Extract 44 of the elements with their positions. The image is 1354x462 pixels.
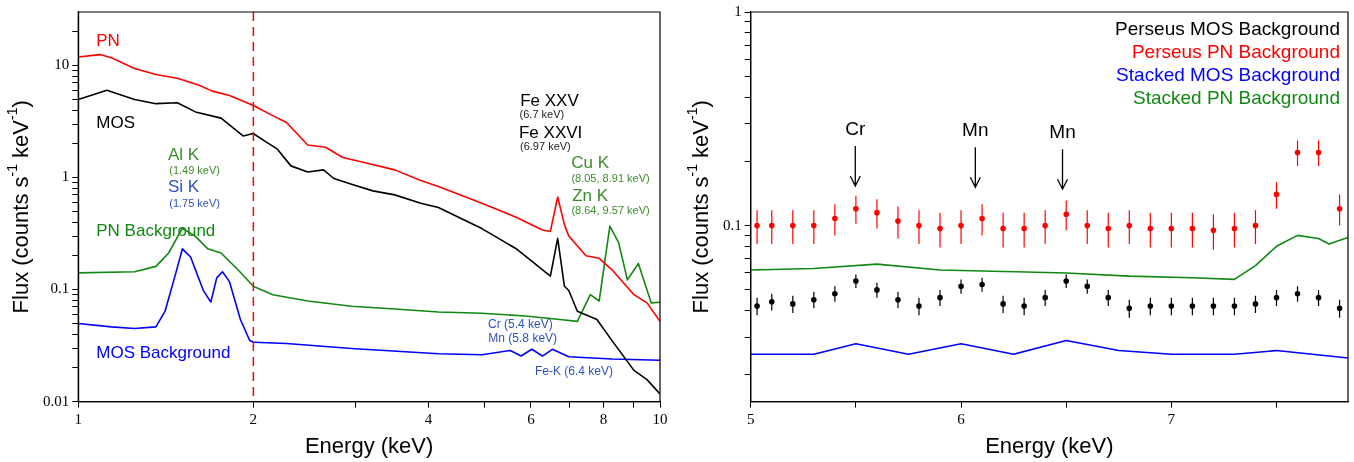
annotation: Fe XXVI <box>518 122 583 142</box>
series-label: PN <box>96 30 120 50</box>
series-label: MOS <box>96 113 135 133</box>
annotation: (6.7 keV) <box>519 107 565 120</box>
annotation: (8.05, 8.91 keV) <box>571 171 650 184</box>
x-tick-label: 8 <box>599 410 608 427</box>
annotation: Al K <box>167 145 200 165</box>
text: Perseus MOS Background <box>1115 18 1340 40</box>
text: Stacked PN Background <box>1132 87 1340 109</box>
x-tick-label: 7 <box>1167 410 1176 427</box>
annotation: Cr (5.4 keV) <box>488 317 553 332</box>
annotation: Fe XXV <box>520 90 580 110</box>
y-axis-title: Flux (counts s-1 keV-1) <box>684 100 714 314</box>
annotation: (1.75 keV) <box>169 196 220 209</box>
x-tick-label: 6 <box>957 410 966 427</box>
x-tick-label: 1 <box>74 410 82 427</box>
x-tick-label: 6 <box>527 410 536 427</box>
annotation: Zn K <box>572 185 609 205</box>
x-tick-label: 5 <box>747 410 755 427</box>
text: Perseus PN Background <box>1131 41 1340 63</box>
x-axis-title: Energy (keV) <box>985 432 1114 458</box>
y-tick-label: 0.01 <box>43 392 70 409</box>
annotation: Mn (5.8 keV) <box>488 331 558 346</box>
series-label: MOS Background <box>96 343 231 363</box>
series-label: PN Background <box>96 220 216 240</box>
x-tick-label: 4 <box>424 410 433 427</box>
annotation: Fe-K (6.4 keV) <box>534 363 613 378</box>
annotation: Mn <box>1049 121 1076 143</box>
annotation: Cu K <box>571 153 610 173</box>
y-axis-title: Flux (counts s-1 keV-1) <box>4 100 34 314</box>
annotation: Mn <box>962 119 989 141</box>
x-tick-label: 10 <box>652 410 668 427</box>
y-tick-label: 10 <box>54 56 70 73</box>
x-axis-title: Energy (keV) <box>304 432 434 458</box>
annotation: (6.97 keV) <box>520 140 571 153</box>
x-tick-label: 2 <box>249 410 258 427</box>
text: Stacked MOS Background <box>1116 64 1340 86</box>
y-tick-label: 0.1 <box>50 280 70 297</box>
y-tick-label: 1 <box>61 168 70 185</box>
annotation: Cr <box>845 118 866 140</box>
annotation: Si K <box>167 177 200 197</box>
annotation: (8.64, 9.57 keV) <box>571 204 650 217</box>
annotation: (1.49 keV) <box>169 163 220 176</box>
y-tick-label: 0.1 <box>723 216 742 233</box>
